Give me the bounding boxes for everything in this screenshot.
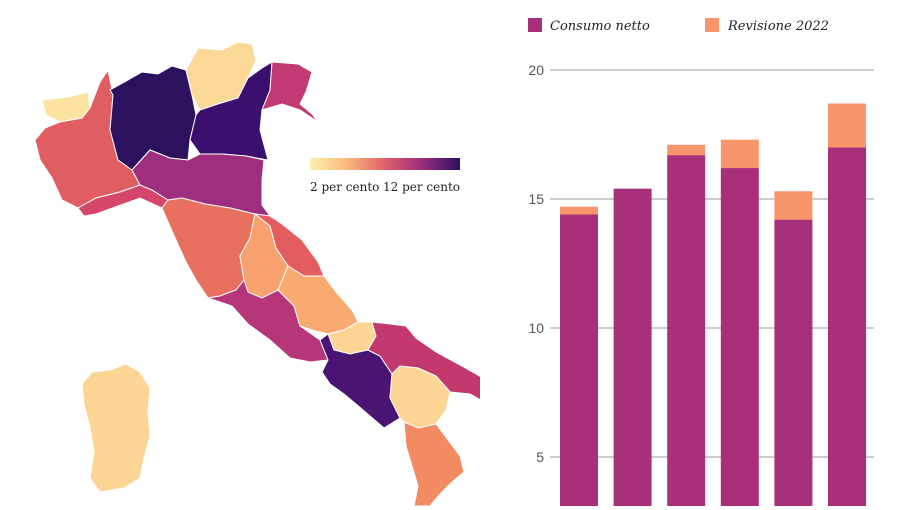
y-tick-label: 5	[536, 449, 544, 465]
y-tick-label: 10	[528, 320, 544, 336]
stacked-bar-chart: Consumo netto Revisione 2022 5 10 15 20	[528, 18, 874, 507]
legend-swatch-consumo	[528, 18, 542, 32]
italy-map: 2 per cento 12 per cento	[34, 41, 519, 507]
chart-panel: Consumo netto Revisione 2022 5 10 15 20	[490, 0, 900, 507]
legend-swatch-revisione	[705, 18, 719, 32]
region-basilicata	[389, 365, 451, 429]
bar-consumo-netto	[720, 168, 759, 507]
bar-revisione-2022	[828, 103, 866, 148]
legend-high-label: 12 per cento	[383, 180, 460, 194]
bar-revisione-2022	[774, 191, 813, 220]
legend-label-consumo: Consumo netto	[550, 19, 650, 34]
bar-revisione-2022	[560, 206, 598, 215]
y-tick-label: 20	[528, 62, 544, 78]
bar-consumo-netto	[774, 219, 813, 506]
map-panel: 2 per cento 12 per cento	[34, 41, 519, 507]
legend-label-revisione: Revisione 2022	[727, 19, 829, 34]
region-calabria	[403, 421, 465, 507]
bar-revisione-2022	[720, 139, 759, 169]
bar-revisione-2022	[667, 144, 706, 156]
region-sardegna	[81, 363, 151, 493]
bar-consumo-netto	[828, 147, 866, 506]
bar-consumo-netto	[667, 155, 706, 506]
legend-low-label: 2 per cento	[310, 180, 379, 194]
y-tick-label: 15	[528, 191, 544, 207]
region-trentino	[185, 41, 257, 111]
legend-gradient-bar	[310, 158, 460, 170]
bar-consumo-netto	[560, 214, 598, 507]
region-friuli	[261, 61, 319, 123]
chart-legend: Consumo netto Revisione 2022	[528, 18, 829, 34]
bar-consumo-netto	[613, 188, 652, 506]
